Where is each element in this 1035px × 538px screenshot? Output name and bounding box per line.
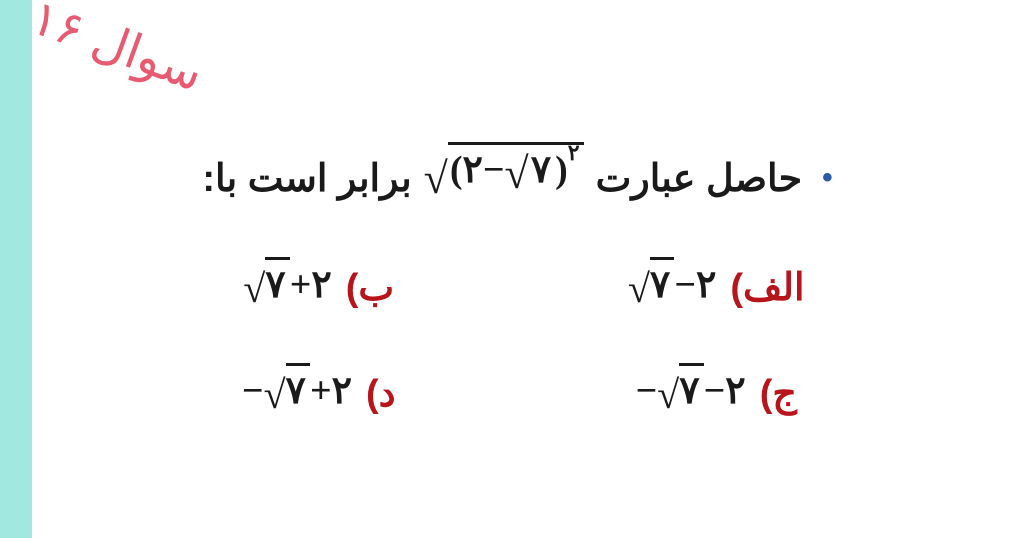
radical-sign-icon: √: [424, 153, 448, 204]
question-bullet: •: [822, 161, 833, 195]
option-jim: ج) −√۷−۲: [518, 368, 916, 419]
opt-radicand: ۷: [265, 257, 289, 307]
opt-neg: −: [242, 370, 264, 412]
option-alef: الف) √۷−۲: [518, 262, 916, 313]
exponent-2: ۲: [568, 140, 580, 165]
opt-neg: −: [636, 370, 658, 412]
minus-op: −: [483, 149, 505, 191]
question-suffix: برابر است با:: [202, 156, 411, 201]
question-formula: √(۲−√۷)۲: [424, 150, 584, 207]
radical-sign-icon: √: [505, 148, 529, 199]
options-grid: الف) √۷−۲ ب) √۷+۲ ج) −√۷−۲ د) −√۷+۲: [0, 262, 1035, 420]
question-number-label: سوال ۱۶: [24, 0, 211, 103]
opt-radicand: ۷: [650, 257, 674, 307]
opt-num2: ۲: [311, 264, 331, 306]
option-label-be: ب): [346, 265, 394, 310]
opt-op: −: [704, 370, 726, 412]
opt-op: +: [310, 370, 332, 412]
opt-radicand: ۷: [679, 363, 703, 413]
option-math-alef: √۷−۲: [628, 262, 716, 313]
radical-sign-icon: √: [657, 371, 679, 418]
opt-radicand: ۷: [286, 363, 310, 413]
option-math-jim: −√۷−۲: [636, 368, 746, 419]
inner-sqrt: √۷: [505, 148, 556, 199]
lparen: (: [450, 149, 463, 191]
radical-sign-icon: √: [243, 265, 265, 312]
option-math-be: √۷+۲: [243, 262, 331, 313]
option-label-dal: د): [366, 371, 396, 416]
num-2: ۲: [462, 149, 482, 191]
option-dal: د) −√۷+۲: [120, 368, 518, 419]
opt-num2: ۲: [696, 264, 716, 306]
question-prefix: حاصل عبارت: [596, 156, 803, 201]
option-label-alef: الف): [730, 265, 804, 310]
outer-sqrt: √(۲−√۷)۲: [424, 150, 584, 207]
rparen: ): [555, 149, 568, 191]
opt-num2: ۲: [725, 370, 745, 412]
opt-op: +: [290, 264, 312, 306]
opt-sqrt: √۷: [657, 369, 703, 419]
option-math-dal: −√۷+۲: [242, 368, 352, 419]
content-area: • حاصل عبارت √(۲−√۷)۲ برابر است با: الف)…: [0, 150, 1035, 419]
opt-num2: ۲: [332, 370, 352, 412]
opt-sqrt: √۷: [243, 263, 289, 313]
num-7: ۷: [531, 149, 551, 191]
option-be: ب) √۷+۲: [120, 262, 518, 313]
opt-sqrt: √۷: [628, 263, 674, 313]
inner-radicand: ۷: [529, 143, 555, 192]
outer-radicand: (۲−√۷)۲: [448, 142, 584, 199]
option-label-jim: ج): [760, 371, 797, 416]
opt-op: −: [674, 264, 696, 306]
radical-sign-icon: √: [628, 265, 650, 312]
question-text: • حاصل عبارت √(۲−√۷)۲ برابر است با:: [0, 150, 1035, 207]
opt-sqrt: √۷: [264, 369, 310, 419]
radical-sign-icon: √: [264, 371, 286, 418]
